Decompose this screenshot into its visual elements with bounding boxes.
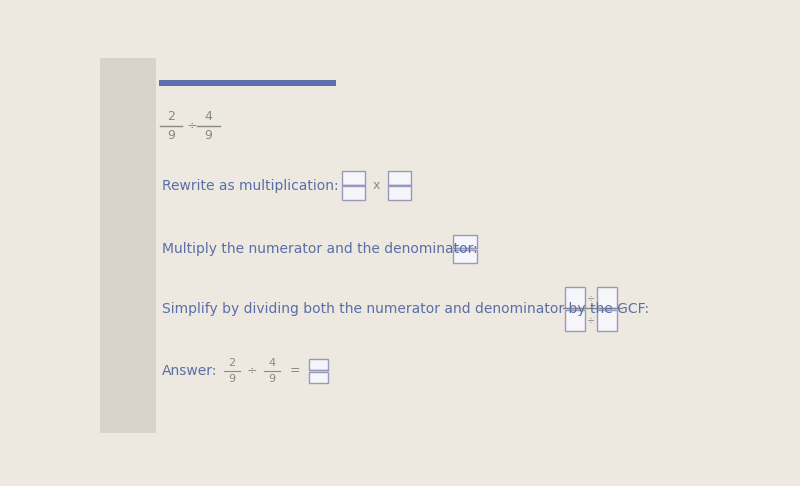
Bar: [159, 80, 336, 87]
Bar: [598, 287, 617, 308]
Bar: [342, 186, 366, 200]
Text: x: x: [373, 179, 380, 192]
Text: Rewrite as multiplication:: Rewrite as multiplication:: [162, 178, 338, 192]
Bar: [565, 287, 585, 308]
Text: 4: 4: [205, 110, 213, 123]
Text: =: =: [290, 364, 301, 377]
Text: Multiply the numerator and the denominator:: Multiply the numerator and the denominat…: [162, 242, 478, 256]
Bar: [309, 371, 328, 383]
Text: 9: 9: [205, 128, 213, 141]
Bar: [388, 172, 411, 185]
Bar: [388, 186, 411, 200]
Text: Answer:: Answer:: [162, 364, 218, 378]
Text: 2: 2: [167, 110, 175, 123]
Text: ÷: ÷: [246, 364, 258, 377]
Text: Simplify by dividing both the numerator and denominator by the GCF:: Simplify by dividing both the numerator …: [162, 302, 649, 316]
Text: 9: 9: [228, 374, 235, 384]
Bar: [598, 310, 617, 331]
Text: 9: 9: [268, 374, 275, 384]
Text: ÷: ÷: [186, 119, 197, 132]
Bar: [454, 250, 477, 263]
Text: 4: 4: [268, 358, 275, 367]
Bar: [342, 172, 366, 185]
Bar: [309, 359, 328, 370]
Text: ÷: ÷: [587, 293, 595, 303]
Text: 9: 9: [167, 128, 175, 141]
Text: 2: 2: [228, 358, 235, 367]
Text: ÷: ÷: [587, 315, 595, 326]
Bar: [454, 235, 477, 248]
Bar: [565, 310, 585, 331]
Bar: [100, 58, 156, 433]
